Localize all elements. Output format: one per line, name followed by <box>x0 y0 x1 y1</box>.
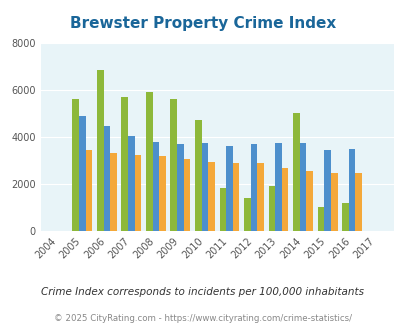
Bar <box>257 163 263 231</box>
Bar <box>348 149 354 231</box>
Bar <box>79 116 85 231</box>
Bar <box>243 198 250 231</box>
Text: Brewster Property Crime Index: Brewster Property Crime Index <box>70 16 335 31</box>
Bar <box>152 142 159 231</box>
Bar <box>219 187 226 231</box>
Bar <box>201 143 208 231</box>
Bar <box>110 153 117 231</box>
Bar <box>183 159 190 231</box>
Bar <box>250 144 257 231</box>
Bar <box>275 143 281 231</box>
Bar <box>72 99 79 231</box>
Bar <box>170 99 177 231</box>
Bar <box>194 120 201 231</box>
Bar <box>121 97 128 231</box>
Bar <box>354 173 361 231</box>
Bar <box>134 154 141 231</box>
Bar <box>299 143 306 231</box>
Bar <box>324 150 330 231</box>
Bar <box>281 168 288 231</box>
Text: © 2025 CityRating.com - https://www.cityrating.com/crime-statistics/: © 2025 CityRating.com - https://www.city… <box>54 314 351 323</box>
Bar <box>97 70 103 231</box>
Bar <box>341 203 348 231</box>
Bar <box>292 114 299 231</box>
Bar <box>208 162 214 231</box>
Bar <box>85 150 92 231</box>
Bar <box>128 136 134 231</box>
Bar <box>103 126 110 231</box>
Bar <box>330 173 337 231</box>
Bar <box>145 92 152 231</box>
Bar <box>177 144 183 231</box>
Bar <box>226 147 232 231</box>
Bar <box>268 186 275 231</box>
Bar <box>159 156 165 231</box>
Text: Crime Index corresponds to incidents per 100,000 inhabitants: Crime Index corresponds to incidents per… <box>41 287 364 297</box>
Bar <box>317 208 324 231</box>
Bar <box>306 171 312 231</box>
Bar <box>232 163 239 231</box>
